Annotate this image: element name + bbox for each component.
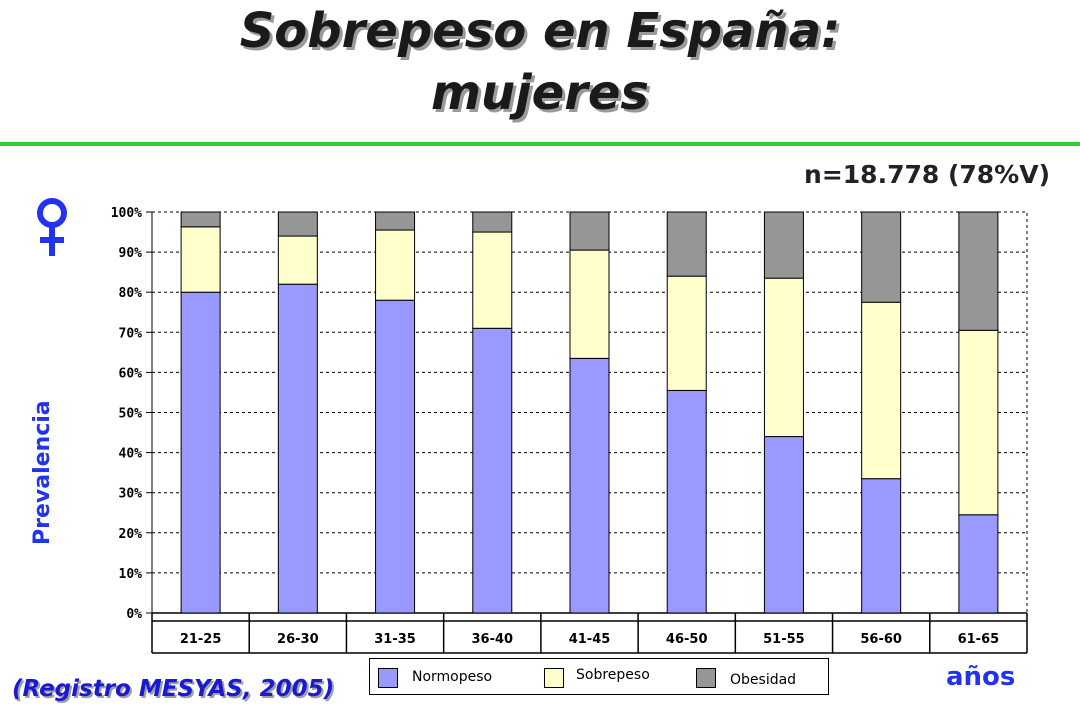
- legend-label-sobrepeso: Sobrepeso: [576, 667, 650, 683]
- y-tick-label: 20%: [119, 527, 143, 542]
- bar-obesidad-26-30: [277, 211, 318, 237]
- y-tick-label: 70%: [119, 326, 143, 341]
- bar-normopeso-41-45: [569, 357, 610, 614]
- bar-normopeso-51-55: [763, 436, 804, 614]
- bar-obesidad-41-45: [569, 211, 610, 251]
- bar-normopeso-46-50: [666, 389, 707, 614]
- bar-sobrepeso-26-30: [277, 235, 318, 285]
- bar-sobrepeso-36-40: [472, 231, 513, 329]
- x-tick-label: 21-25: [180, 632, 222, 647]
- chart-legend: Normopeso Sobrepeso Obesidad: [369, 658, 829, 695]
- bar-obesidad-51-55: [763, 211, 804, 279]
- bar-sobrepeso-61-65: [958, 329, 999, 516]
- x-tick-label: 36-40: [471, 632, 513, 647]
- y-tick-label: 0%: [126, 607, 142, 622]
- bar-sobrepeso-21-25: [180, 226, 221, 293]
- bar-normopeso-21-25: [180, 291, 221, 614]
- y-tick-label: 10%: [119, 567, 143, 582]
- legend-swatch-sobrepeso: [544, 668, 564, 688]
- bar-normopeso-31-35: [375, 299, 416, 614]
- bar-sobrepeso-46-50: [666, 275, 707, 391]
- bar-obesidad-36-40: [472, 211, 513, 233]
- sample-size-note: n=18.778 (78%V): [804, 160, 1050, 189]
- legend-label-obesidad: Obesidad: [730, 672, 797, 688]
- bar-sobrepeso-41-45: [569, 249, 610, 359]
- bar-sobrepeso-31-35: [375, 229, 416, 301]
- x-tick-label: 51-55: [763, 632, 805, 647]
- legend-swatch-normopeso: [378, 668, 398, 688]
- source-note: (Registro MESYAS, 2005): [12, 676, 335, 702]
- legend-label-normopeso: Normopeso: [412, 669, 493, 685]
- female-symbol-icon: [37, 198, 67, 256]
- y-tick-label: 40%: [119, 447, 143, 462]
- y-tick-label: 60%: [119, 366, 143, 381]
- bar-sobrepeso-56-60: [861, 301, 902, 480]
- y-tick-label: 100%: [111, 206, 142, 221]
- bar-normopeso-56-60: [861, 478, 902, 614]
- y-tick-label: 80%: [119, 286, 143, 301]
- x-tick-label: 31-35: [374, 632, 416, 647]
- bar-sobrepeso-51-55: [763, 277, 804, 438]
- bar-obesidad-61-65: [958, 211, 999, 331]
- x-tick-label: 26-30: [277, 632, 319, 647]
- bar-normopeso-61-65: [958, 514, 999, 614]
- y-tick-label: 90%: [119, 246, 143, 261]
- bar-obesidad-21-25: [180, 211, 221, 228]
- title-divider: [0, 142, 1080, 146]
- x-axis-label: años: [946, 662, 1016, 692]
- x-tick-label: 56-60: [860, 632, 902, 647]
- page-title-line-2: mujeres: [431, 65, 649, 121]
- bar-normopeso-26-30: [277, 283, 318, 614]
- x-tick-label: 61-65: [958, 632, 1000, 647]
- bar-obesidad-56-60: [861, 211, 902, 303]
- y-tick-label: 30%: [119, 487, 143, 502]
- y-tick-label: 50%: [119, 407, 143, 422]
- x-tick-label: 41-45: [569, 632, 611, 647]
- bar-obesidad-46-50: [666, 211, 707, 277]
- x-tick-label: 46-50: [666, 632, 708, 647]
- plot-area-frame: [151, 211, 1028, 614]
- bar-obesidad-31-35: [375, 211, 416, 231]
- bar-normopeso-36-40: [472, 327, 513, 614]
- page-title-line-1: Sobrepeso en España:: [239, 3, 841, 59]
- legend-swatch-obesidad: [696, 668, 716, 688]
